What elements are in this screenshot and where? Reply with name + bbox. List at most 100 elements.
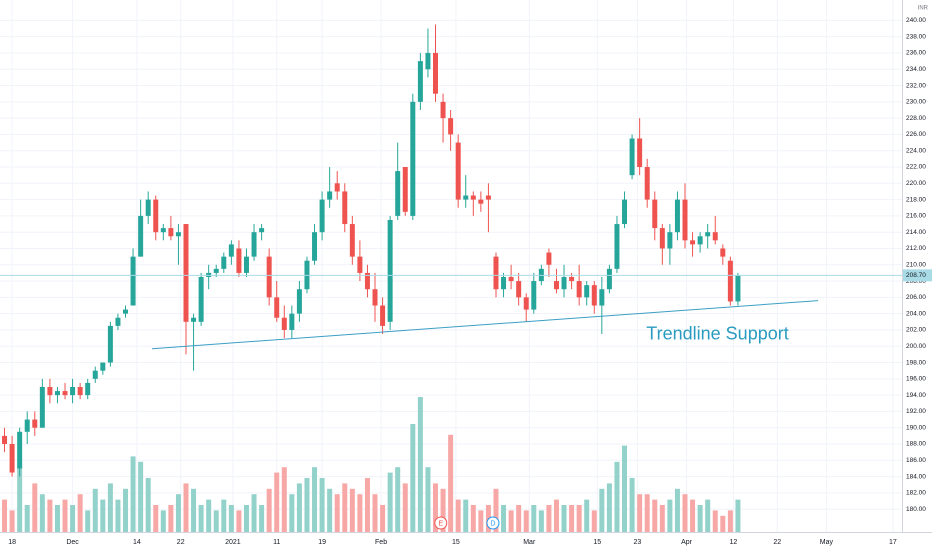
y-tick-label: 204.00: [906, 310, 926, 317]
volume-bar: [576, 505, 582, 532]
y-tick-label: 210.00: [906, 261, 926, 268]
volume-bar: [501, 505, 507, 532]
volume-bar: [9, 510, 15, 532]
x-tick-label: 2021: [225, 539, 241, 546]
candle-body: [433, 52, 439, 94]
volume-bar: [425, 467, 431, 532]
x-tick-label: 11: [273, 539, 280, 546]
candle-body: [175, 232, 181, 237]
candle-body: [327, 191, 333, 200]
volume-bar: [251, 494, 257, 532]
candle-body: [9, 444, 15, 473]
volume-bar: [387, 472, 393, 532]
trendline: [151, 300, 819, 350]
volume-bar: [727, 510, 733, 532]
y-tick-label: 214.00: [906, 229, 926, 236]
y-tick-label: 186.00: [906, 457, 926, 464]
volume-bar: [24, 505, 30, 532]
volume-bar: [70, 505, 76, 532]
volume-bar: [659, 505, 665, 532]
y-tick-label: 196.00: [906, 376, 926, 383]
x-tick-label: 17: [889, 539, 897, 546]
candle-body: [274, 297, 280, 318]
volume-bar: [410, 424, 416, 532]
candle-body: [153, 199, 159, 233]
volume-bar: [274, 472, 280, 532]
candle-body: [312, 232, 318, 261]
candle-body: [425, 52, 431, 70]
candle-body: [410, 101, 416, 216]
volume-bar: [463, 499, 469, 532]
volume-bar: [478, 510, 484, 532]
y-tick-label: 220.00: [906, 180, 926, 187]
y-tick-label: 216.00: [906, 213, 926, 220]
candle-body: [123, 309, 129, 314]
volume-bar: [115, 499, 121, 532]
volume-bar: [433, 483, 439, 532]
y-tick-label: 232.00: [906, 82, 926, 89]
candle-body: [168, 228, 174, 237]
y-tick-label: 222.00: [906, 164, 926, 171]
volume-bar: [130, 456, 136, 532]
candle-body: [727, 260, 733, 302]
volume-bar: [175, 494, 181, 532]
candle-body: [493, 256, 499, 290]
volume-bar: [682, 494, 688, 532]
volume-bar: [296, 483, 302, 532]
candle-body: [259, 228, 265, 233]
candle-body: [463, 195, 469, 200]
candle-body: [221, 256, 227, 269]
volume-bar: [304, 478, 310, 532]
candle-body: [289, 313, 295, 330]
volume-bar: [349, 488, 355, 532]
x-tick-label: 19: [318, 539, 326, 546]
volume-bar: [54, 505, 60, 532]
candle-body: [107, 325, 113, 363]
y-tick-label: 192.00: [906, 408, 926, 415]
candle-body: [47, 386, 53, 396]
candle-body: [448, 118, 454, 135]
candle-body: [228, 244, 234, 257]
y-tick-label: 224.00: [906, 147, 926, 154]
volume-bar: [123, 488, 129, 532]
x-tick-label: 22: [773, 539, 781, 546]
x-tick-label: 23: [633, 539, 641, 546]
volume-bar: [720, 515, 726, 532]
candle-body: [17, 431, 23, 469]
volume-bar: [289, 494, 295, 532]
candle-body: [576, 281, 582, 298]
volume-bar: [138, 461, 144, 532]
y-tick-label: 200.00: [906, 343, 926, 350]
volume-bar: [690, 499, 696, 532]
candle-body: [100, 362, 106, 371]
candle-body: [606, 268, 612, 290]
volume-bar: [667, 499, 673, 532]
candle-body: [85, 382, 91, 396]
x-tick-label: Dec: [66, 539, 79, 546]
volume-bar: [2, 499, 8, 532]
volume-bar: [312, 467, 318, 532]
volume-bar: [629, 478, 635, 532]
candle-body: [508, 276, 514, 282]
y-tick-label: 202.00: [906, 327, 926, 334]
volume-bar: [372, 494, 378, 532]
volume-bar: [417, 397, 423, 532]
candle-body: [674, 199, 680, 233]
volume-bar: [100, 499, 106, 532]
volume-bar: [342, 483, 348, 532]
candle-body: [637, 138, 643, 168]
volume-bar: [516, 505, 522, 532]
candle-body: [349, 224, 355, 257]
candle-body: [553, 281, 559, 290]
event-marker: [434, 516, 448, 530]
volume-bar: [168, 505, 174, 532]
volume-bar: [153, 505, 159, 532]
candle-body: [478, 199, 484, 204]
y-tick-label: 238.00: [906, 33, 926, 40]
candle-body: [243, 256, 249, 273]
volume-bar: [160, 510, 166, 532]
x-tick-label: 18: [8, 539, 16, 546]
candle-body: [644, 167, 650, 200]
volume-bar: [39, 494, 45, 532]
